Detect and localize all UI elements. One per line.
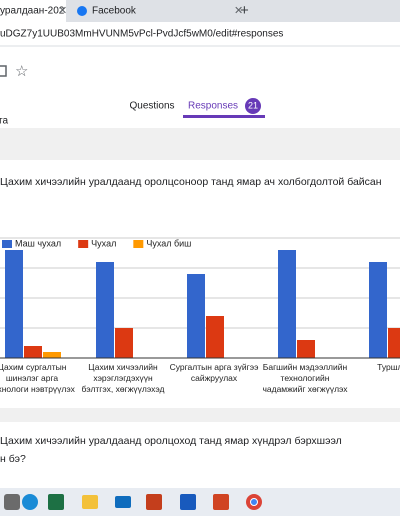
new-tab[interactable]: + xyxy=(240,2,249,19)
bar xyxy=(96,262,114,358)
x-tick-label: Туршлага xyxy=(377,362,400,372)
bar xyxy=(388,328,400,358)
facebook-icon xyxy=(77,6,87,16)
partial-text: та xyxy=(0,116,8,127)
legend-label: Маш чухал xyxy=(15,238,61,248)
x-tick-label: Багшийн мэдээллийн технологийн чадамжийг х… xyxy=(262,362,348,394)
powerpoint-icon[interactable] xyxy=(146,494,162,510)
taskbar-icon[interactable] xyxy=(4,494,20,510)
legend-swatch xyxy=(133,240,144,248)
excel-icon[interactable] xyxy=(48,494,64,510)
legend-swatch xyxy=(2,240,12,248)
folder-icon[interactable] xyxy=(0,65,7,77)
bar xyxy=(206,316,224,358)
close-icon[interactable]: ✕ xyxy=(234,5,243,17)
bar xyxy=(369,262,387,358)
question-title: Цахим хичээлийн уралдаанд оролцсоноор та… xyxy=(0,176,382,188)
tab[interactable] xyxy=(0,0,66,22)
response-count: 21 xyxy=(248,100,258,110)
x-tick-label: Цахим хичээлийн хэрэглэгдэхүүн бэлтгэх, хө… xyxy=(82,362,165,394)
star-icon[interactable]: ☆ xyxy=(15,63,28,80)
word-icon[interactable] xyxy=(180,494,196,510)
bar xyxy=(115,328,133,358)
tab-title: уралдаан-202 xyxy=(0,6,65,17)
chrome-center xyxy=(250,498,258,506)
legend-swatch xyxy=(78,240,89,248)
responses-tab[interactable]: Responses xyxy=(188,101,238,112)
card xyxy=(0,422,400,488)
close-icon[interactable]: ✕ xyxy=(58,5,67,17)
tab[interactable] xyxy=(72,4,224,22)
legend-label: Чухал биш xyxy=(146,238,191,248)
badge xyxy=(245,98,261,114)
address-bar[interactable] xyxy=(0,22,400,46)
taskbar xyxy=(0,488,400,516)
legend-label: Чухал xyxy=(91,238,116,248)
tab-title: Facebook xyxy=(92,6,137,17)
app-icon[interactable] xyxy=(213,494,229,510)
question-title: Цахим хичээлийн уралдаанд оролцоход танд… xyxy=(0,435,342,447)
questions-tab[interactable]: Questions xyxy=(129,101,174,112)
bar xyxy=(43,352,61,358)
x-tick-label: Сургалтын арга зүйгээ сайжруулах xyxy=(170,362,259,383)
bar xyxy=(187,274,205,358)
url: uDGZ7y1UUB03MmHVUNM5vPcl-PvdJcf5wM0/edit… xyxy=(0,29,283,40)
bar xyxy=(278,250,296,358)
explorer-icon[interactable] xyxy=(82,495,98,509)
mail-icon[interactable] xyxy=(115,496,131,508)
question-title: н бэ? xyxy=(0,453,26,465)
edge-icon[interactable] xyxy=(22,494,38,510)
bar xyxy=(24,346,42,358)
bar xyxy=(297,340,315,358)
bar xyxy=(5,250,23,358)
tab-underline xyxy=(183,115,265,118)
